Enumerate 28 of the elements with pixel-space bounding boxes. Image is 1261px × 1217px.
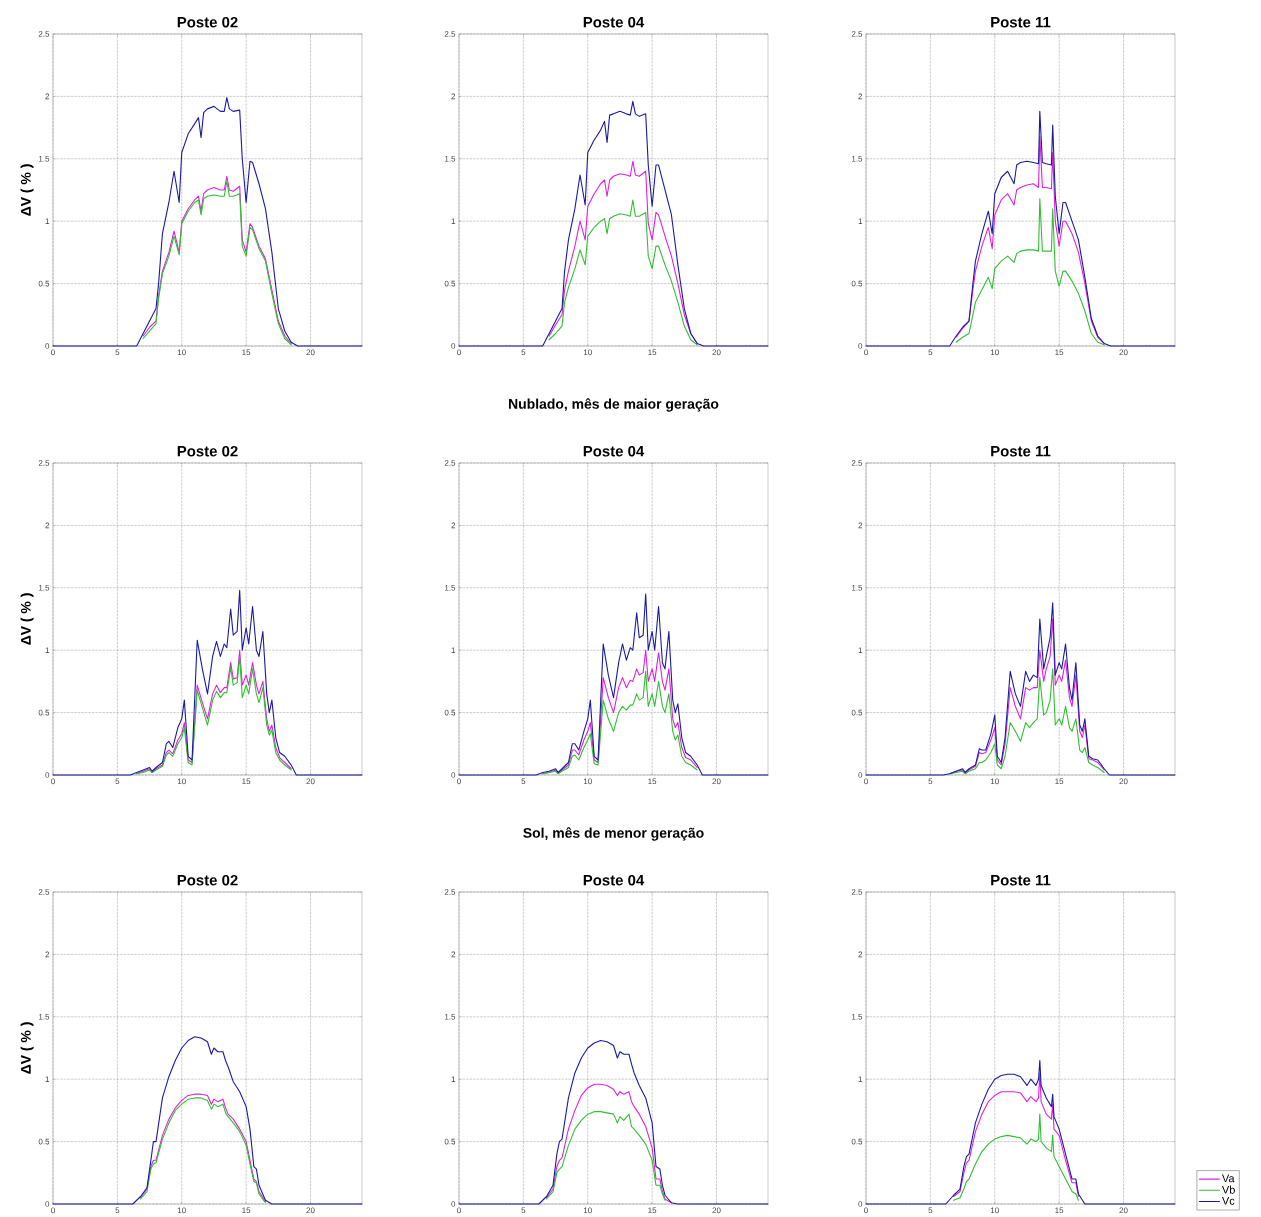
chart-title: Poste 04 bbox=[583, 445, 645, 457]
y-axis-title: ΔV ( % ) bbox=[20, 164, 34, 216]
chart-title: Poste 11 bbox=[991, 875, 1051, 886]
chart-title: Poste 04 bbox=[583, 16, 645, 28]
legend-label: Va bbox=[1221, 1174, 1235, 1183]
chart-title: Poste 11 bbox=[991, 446, 1051, 457]
line-series bbox=[546, 1111, 666, 1201]
legend-label: Vc bbox=[1221, 1197, 1235, 1205]
chart-title: Poste 02 bbox=[177, 445, 238, 457]
legend-label: Vb bbox=[1221, 1185, 1235, 1194]
chart-subtitle: Nublado, mês de maior geração bbox=[509, 398, 719, 412]
chart-title: Poste 02 bbox=[177, 16, 238, 28]
chart-title: Poste 11 bbox=[991, 17, 1051, 28]
chart-title: Poste 04 bbox=[583, 874, 645, 886]
line-series bbox=[546, 1083, 672, 1204]
line-series bbox=[955, 135, 1105, 345]
chart-title: Poste 02 bbox=[177, 874, 238, 886]
line-series bbox=[865, 602, 1176, 776]
line-series bbox=[548, 199, 698, 346]
line-series bbox=[52, 1036, 363, 1205]
chart-subtitle: Sol, mês de menor geração bbox=[523, 827, 704, 841]
line-series bbox=[865, 110, 1176, 347]
y-axis-title: ΔV ( % ) bbox=[20, 593, 34, 645]
line-series bbox=[542, 670, 698, 775]
line-series bbox=[458, 1039, 769, 1205]
line-series bbox=[458, 593, 769, 776]
line-series bbox=[949, 668, 1105, 775]
y-axis-title: ΔV ( % ) bbox=[20, 1022, 34, 1074]
